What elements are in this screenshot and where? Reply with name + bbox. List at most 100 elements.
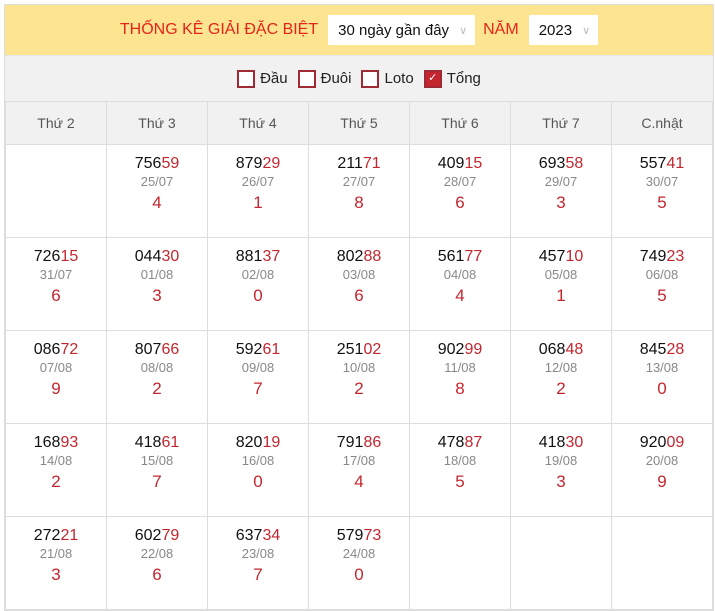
special-prize-stats-panel: THỐNG KÊ GIẢI ĐẶC BIỆT 30 ngày gần đây ∨… xyxy=(4,4,714,611)
prize-number-head: 602 xyxy=(134,527,162,544)
digit-sum: 8 xyxy=(354,193,364,212)
prize-number-tail: 37 xyxy=(262,248,281,265)
filter-checkbox-2[interactable]: Loto xyxy=(361,69,414,88)
prize-number-head: 592 xyxy=(235,341,263,358)
prize-number-tail: 23 xyxy=(666,248,685,265)
filter-checkbox-0[interactable]: Đầu xyxy=(237,69,288,88)
digit-sum: 7 xyxy=(152,472,162,491)
draw-date: 08/08 xyxy=(140,360,174,375)
day-cell: 27221 21/08 3 xyxy=(5,516,107,610)
draw-date: 26/07 xyxy=(241,174,275,189)
day-cell: 59261 09/08 7 xyxy=(207,330,309,424)
year-select-value: 2023 xyxy=(538,21,573,39)
digit-sum: 5 xyxy=(657,286,667,305)
prize-number-tail: 61 xyxy=(262,341,281,358)
checkbox-icon[interactable] xyxy=(237,69,256,88)
day-cell: 72615 31/07 6 xyxy=(5,237,107,331)
draw-date: 25/07 xyxy=(140,174,174,189)
weekday-header: Thứ 5 xyxy=(308,101,410,145)
draw-date: 23/08 xyxy=(241,546,275,561)
filter-label: Đuôi xyxy=(320,70,352,87)
draw-date: 11/08 xyxy=(444,360,476,375)
draw-date: 15/08 xyxy=(140,453,174,468)
draw-date: 06/08 xyxy=(645,267,679,282)
day-cell: 82019 16/08 0 xyxy=(207,423,309,517)
digit-sum: 6 xyxy=(455,193,465,212)
prize-number-head: 272 xyxy=(33,527,61,544)
prize-number: 92009 xyxy=(613,434,711,452)
weekday-header: Thứ 2 xyxy=(5,101,107,145)
prize-number-tail: 61 xyxy=(161,434,180,451)
prize-number: 72615 xyxy=(7,248,105,266)
day-cell: 80288 03/08 6 xyxy=(308,237,410,331)
draw-date: 28/07 xyxy=(443,174,477,189)
prize-number-tail: 77 xyxy=(464,248,483,265)
prize-number-tail: 99 xyxy=(464,341,483,358)
day-cell: 41861 15/08 7 xyxy=(106,423,208,517)
prize-number: 45710 xyxy=(512,248,610,266)
prize-number-head: 086 xyxy=(33,341,61,358)
digit-sum: 2 xyxy=(51,472,61,491)
day-cell: 45710 05/08 1 xyxy=(510,237,612,331)
prize-number-tail: 28 xyxy=(666,341,685,358)
draw-date: 29/07 xyxy=(544,174,578,189)
digit-sum: 0 xyxy=(253,286,263,305)
day-cell: 69358 29/07 3 xyxy=(510,144,612,238)
draw-date: 19/08 xyxy=(544,453,578,468)
prize-number-head: 418 xyxy=(538,434,566,451)
digit-sum: 2 xyxy=(152,379,162,398)
draw-date: 09/08 xyxy=(241,360,275,375)
draw-date: 04/08 xyxy=(443,267,477,282)
prize-number: 80288 xyxy=(310,248,408,266)
draw-date: 03/08 xyxy=(342,267,376,282)
prize-number-head: 637 xyxy=(235,527,263,544)
digit-sum: 5 xyxy=(657,193,667,212)
prize-number-head: 802 xyxy=(336,248,364,265)
checkbox-icon[interactable] xyxy=(297,69,316,88)
draw-date: 30/07 xyxy=(645,174,679,189)
filter-checkbox-3[interactable]: ✓ Tổng xyxy=(423,69,481,88)
prize-number-head: 044 xyxy=(134,248,162,265)
prize-number-tail: 29 xyxy=(262,155,281,172)
prize-number: 79186 xyxy=(310,434,408,452)
checkbox-checked-icon[interactable]: ✓ xyxy=(423,69,442,88)
prize-number: 25102 xyxy=(310,341,408,359)
prize-number-head: 749 xyxy=(639,248,667,265)
range-select[interactable]: 30 ngày gần đây ∨ xyxy=(328,15,476,45)
day-cell: 92009 20/08 9 xyxy=(611,423,713,517)
day-cell: 90299 11/08 8 xyxy=(409,330,511,424)
prize-number-tail: 58 xyxy=(565,155,584,172)
prize-number-tail: 10 xyxy=(565,248,584,265)
digit-sum: 3 xyxy=(556,472,566,491)
prize-number-head: 478 xyxy=(437,434,465,451)
draw-date: 17/08 xyxy=(342,453,376,468)
prize-number: 06848 xyxy=(512,341,610,359)
draw-date: 13/08 xyxy=(645,360,679,375)
prize-number-tail: 88 xyxy=(363,248,382,265)
draw-date: 14/08 xyxy=(39,453,73,468)
digit-sum: 3 xyxy=(51,565,61,584)
day-cell: 40915 28/07 6 xyxy=(409,144,511,238)
prize-number-tail: 66 xyxy=(161,341,180,358)
prize-number: 60279 xyxy=(108,527,206,545)
digit-sum: 2 xyxy=(556,379,566,398)
empty-cell xyxy=(409,516,511,610)
prize-number: 55741 xyxy=(613,155,711,173)
digit-sum: 4 xyxy=(152,193,162,212)
prize-number: 75659 xyxy=(108,155,206,173)
draw-date: 10/08 xyxy=(342,360,376,375)
prize-number-tail: 73 xyxy=(363,527,382,544)
prize-number: 82019 xyxy=(209,434,307,452)
year-select[interactable]: 2023 ∨ xyxy=(528,15,599,45)
filter-checkbox-1[interactable]: Đuôi xyxy=(297,69,352,88)
prize-number: 87929 xyxy=(209,155,307,173)
prize-number-head: 409 xyxy=(437,155,465,172)
chevron-down-icon: ∨ xyxy=(459,24,468,37)
prize-number: 74923 xyxy=(613,248,711,266)
digit-sum: 4 xyxy=(455,286,465,305)
week-row: 27221 21/08 3 60279 22/08 6 63734 23/08 … xyxy=(5,516,713,610)
draw-date: 05/08 xyxy=(544,267,578,282)
prize-number: 90299 xyxy=(411,341,509,359)
checkbox-icon[interactable] xyxy=(361,69,380,88)
prize-number: 80766 xyxy=(108,341,206,359)
